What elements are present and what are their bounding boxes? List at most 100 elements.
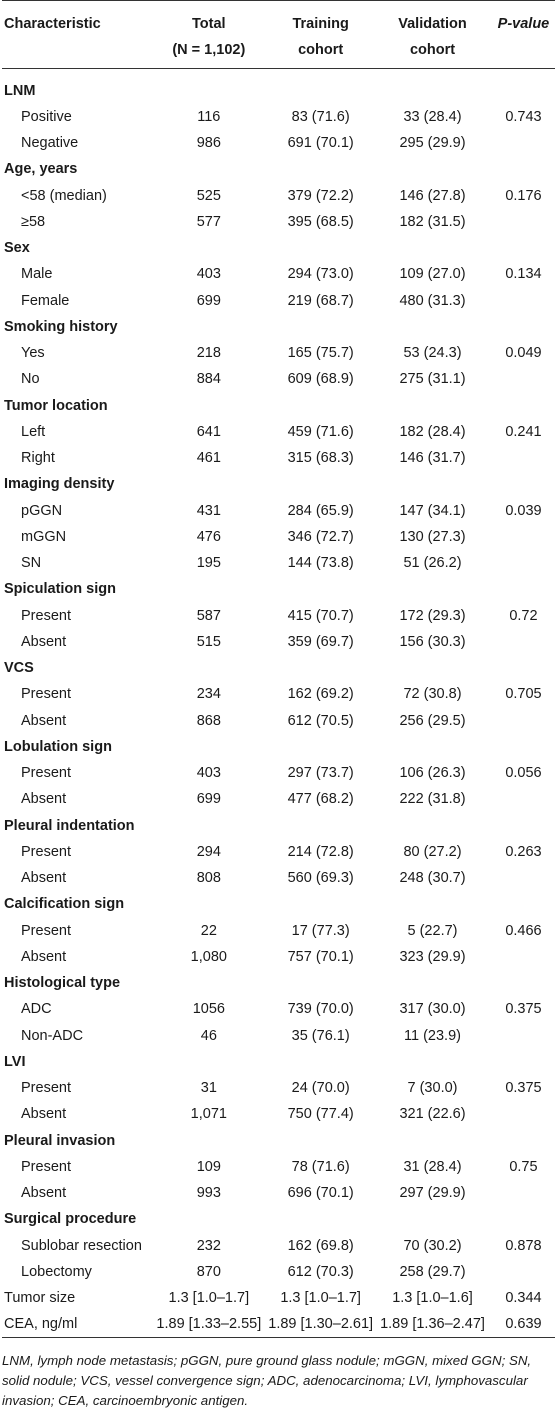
cell-pvalue: 0.878 bbox=[505, 1237, 542, 1254]
cell-characteristic: Age, years bbox=[4, 161, 78, 178]
header-row: Characteristic Total (N = 1,102) Training… bbox=[2, 0, 555, 69]
cell-characteristic: Present bbox=[21, 1158, 71, 1175]
cell-validation: 172 (29.3) bbox=[399, 607, 466, 624]
cell-pvalue bbox=[492, 1023, 555, 1049]
cell-total: 403 bbox=[196, 765, 221, 782]
cell-validation bbox=[373, 734, 492, 760]
cell-training: 696 (70.1) bbox=[287, 1185, 354, 1202]
table-row: Lobectomy 870 612 (70.3) 258 (29.7) bbox=[2, 1259, 555, 1285]
cell-total: 461 bbox=[196, 450, 221, 467]
cell-total bbox=[149, 156, 268, 182]
cell-training bbox=[268, 1128, 373, 1154]
cell-training: 750 (77.4) bbox=[287, 1106, 354, 1123]
cell-pvalue bbox=[492, 550, 555, 576]
group-header-row: Imaging density bbox=[2, 471, 555, 497]
cell-validation: 248 (30.7) bbox=[399, 870, 466, 887]
cell-pvalue bbox=[492, 366, 555, 392]
table-row: Absent 515 359 (69.7) 156 (30.3) bbox=[2, 629, 555, 655]
cell-total: 986 bbox=[196, 135, 221, 152]
cell-pvalue: 0.375 bbox=[505, 1001, 542, 1018]
group-header-row: Lobulation sign bbox=[2, 734, 555, 760]
cell-total: 641 bbox=[196, 423, 221, 440]
cell-training bbox=[268, 1206, 373, 1232]
cell-pvalue bbox=[492, 865, 555, 891]
table-row: pGGN 431 284 (65.9) 147 (34.1) 0.039 bbox=[2, 498, 555, 524]
cell-characteristic: Positive bbox=[21, 108, 72, 125]
cell-pvalue bbox=[492, 891, 555, 917]
cell-characteristic: Yes bbox=[21, 345, 45, 362]
cell-characteristic: Sex bbox=[4, 240, 30, 257]
cell-total bbox=[149, 1049, 268, 1075]
cell-pvalue bbox=[492, 1180, 555, 1206]
group-header-row: Sex bbox=[2, 235, 555, 261]
cell-characteristic: <58 (median) bbox=[21, 187, 107, 204]
group-header-row: VCS bbox=[2, 655, 555, 681]
cell-characteristic: Absent bbox=[21, 870, 67, 887]
cell-training bbox=[268, 78, 373, 104]
cell-training: 739 (70.0) bbox=[287, 1001, 354, 1018]
cell-pvalue bbox=[492, 288, 555, 314]
cell-total: 116 bbox=[197, 108, 221, 125]
header-validation: Validation cohort bbox=[373, 0, 492, 69]
cell-training: 162 (69.2) bbox=[287, 686, 354, 703]
table-row: Right 461 315 (68.3) 146 (31.7) bbox=[2, 445, 555, 471]
table-row: Absent 808 560 (69.3) 248 (30.7) bbox=[2, 865, 555, 891]
cell-total: 1056 bbox=[192, 1001, 225, 1018]
cell-training bbox=[268, 156, 373, 182]
cell-total bbox=[149, 1128, 268, 1154]
cell-pvalue bbox=[492, 1128, 555, 1154]
cell-validation bbox=[373, 813, 492, 839]
cell-total: 109 bbox=[196, 1158, 221, 1175]
cell-training: 612 (70.5) bbox=[287, 712, 354, 729]
cell-validation: 256 (29.5) bbox=[399, 712, 466, 729]
cell-characteristic: Lobectomy bbox=[21, 1263, 92, 1280]
cell-characteristic: Right bbox=[21, 450, 55, 467]
cell-characteristic: pGGN bbox=[21, 502, 63, 519]
characteristics-table: Characteristic Total (N = 1,102) Training… bbox=[2, 0, 555, 1339]
cell-total bbox=[149, 314, 268, 340]
cell-training: 294 (73.0) bbox=[287, 266, 354, 283]
cell-training bbox=[268, 655, 373, 681]
cell-pvalue bbox=[492, 130, 555, 156]
cell-validation bbox=[373, 655, 492, 681]
table-row: Female 699 219 (68.7) 480 (31.3) bbox=[2, 288, 555, 314]
cell-validation bbox=[373, 156, 492, 182]
cell-pvalue bbox=[492, 78, 555, 104]
header-training: Training cohort bbox=[268, 0, 374, 69]
cell-characteristic: Present bbox=[21, 922, 71, 939]
table-row: Absent 1,071 750 (77.4) 321 (22.6) bbox=[2, 1101, 555, 1127]
cell-training: 78 (71.6) bbox=[291, 1158, 350, 1175]
cell-characteristic: Present bbox=[21, 843, 71, 860]
cell-training: 359 (69.7) bbox=[287, 633, 354, 650]
header-training-line2: cohort bbox=[298, 42, 344, 58]
table-row: Yes 218 165 (75.7) 53 (24.3) 0.049 bbox=[2, 340, 555, 366]
table-row: ADC 1056 739 (70.0) 317 (30.0) 0.375 bbox=[2, 996, 555, 1022]
cell-validation bbox=[373, 891, 492, 917]
cell-total bbox=[149, 813, 268, 839]
header-total-line1: Total bbox=[192, 16, 226, 32]
cell-training: 83 (71.6) bbox=[291, 108, 350, 125]
header-pvalue: P-value bbox=[491, 0, 555, 69]
cell-training: 17 (77.3) bbox=[291, 922, 350, 939]
cell-validation: 5 (22.7) bbox=[407, 922, 458, 939]
cell-validation: 11 (23.9) bbox=[404, 1027, 461, 1044]
cell-characteristic: LVI bbox=[4, 1053, 26, 1070]
cell-pvalue: 0.263 bbox=[505, 843, 542, 860]
cell-training: 560 (69.3) bbox=[287, 870, 354, 887]
cell-pvalue: 0.466 bbox=[505, 922, 542, 939]
cell-training bbox=[268, 576, 373, 602]
table-spacer-row bbox=[2, 69, 555, 78]
cell-total bbox=[149, 471, 268, 497]
cell-training bbox=[268, 235, 373, 261]
cell-total: 884 bbox=[196, 371, 221, 388]
cell-validation: 53 (24.3) bbox=[403, 345, 462, 362]
cell-training: 757 (70.1) bbox=[287, 948, 354, 965]
table-row: CEA, ng/ml 1.89 [1.33–2.55] 1.89 [1.30–2.6… bbox=[2, 1311, 555, 1339]
cell-characteristic: Left bbox=[21, 423, 46, 440]
cell-pvalue: 0.375 bbox=[505, 1080, 542, 1097]
cell-pvalue bbox=[492, 944, 555, 970]
cell-validation: 70 (30.2) bbox=[403, 1237, 462, 1254]
cell-validation: 182 (28.4) bbox=[399, 423, 466, 440]
table-row: Absent 699 477 (68.2) 222 (31.8) bbox=[2, 786, 555, 812]
cell-total: 525 bbox=[196, 187, 221, 204]
